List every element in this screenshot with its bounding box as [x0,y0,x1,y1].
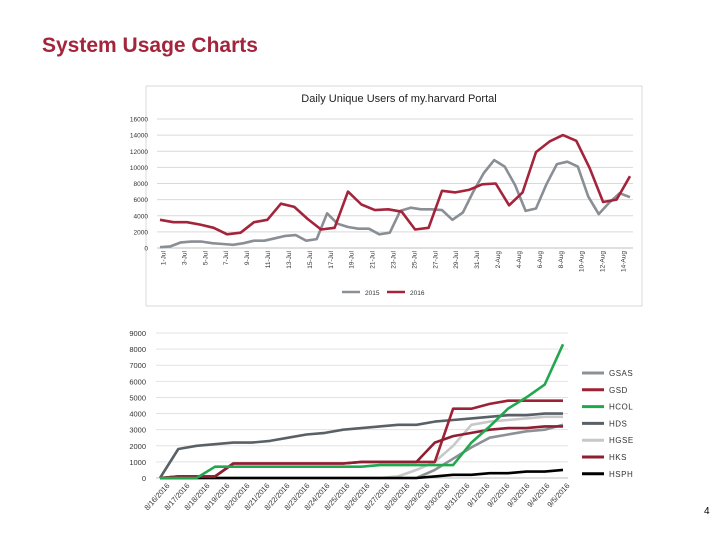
x-tick-label: 14-Aug [621,251,628,272]
y-tick-label: 4000 [129,410,146,419]
y-tick-label: 5000 [129,393,146,402]
x-tick-label: 19-Jul [349,250,356,268]
series-2015-line [159,158,631,249]
chart-title: Daily Unique Users of my.harvard Portal [301,93,496,105]
legend-label-gsd: GSD [609,386,628,395]
y-tick-label: 7000 [129,361,146,370]
x-tick-label: 2-Aug [495,251,502,269]
x-tick-label: 5-Jul [202,250,209,265]
legend-label-hgse: HGSE [609,436,634,445]
series-2016-line [159,133,632,236]
y-tick-label: 9000 [129,329,146,338]
chart-frame [145,85,643,307]
legend-label-gsas: GSAS [609,369,633,378]
x-tick-label: 27-Jul [432,250,439,268]
y-tick-label: 14000 [130,133,148,140]
legend-label-hks: HKS [609,453,627,462]
x-tick-label: 10-Aug [579,251,586,272]
page-number: 4 [704,506,710,517]
x-tick-label: 1-Jul [161,250,168,265]
series-hds-line [158,412,563,479]
y-tick-label: 2000 [134,229,149,236]
y-tick-label: 4000 [134,213,149,220]
series-hcol-line [160,343,565,480]
x-tick-label: 8-Aug [558,251,565,269]
legend-label-hcol: HCOL [609,403,633,412]
legend-label-2016: 2016 [410,290,425,297]
x-tick-label: 13-Jul [286,250,293,268]
slide-title: System Usage Charts [42,34,258,57]
y-tick-label: 2000 [129,442,146,451]
x-tick-label: 3-Jul [181,250,188,265]
y-tick-label: 12000 [130,149,148,156]
legend-label-hds: HDS [609,419,627,428]
series-gsas-line [160,423,564,480]
x-tick-label: 11-Jul [265,250,272,268]
y-tick-label: 0 [144,246,148,253]
y-tick-label: 8000 [129,345,146,354]
legend-label-2015: 2015 [365,290,380,297]
series-hgse-line [160,415,563,480]
x-tick-label: 25-Jul [411,250,418,268]
y-tick-label: 8000 [134,181,149,188]
y-tick-label: 6000 [134,197,149,204]
x-tick-label: 29-Jul [453,250,460,268]
x-tick-label: 15-Jul [307,250,314,268]
x-tick-label: 12-Aug [600,251,607,272]
x-tick-label: 17-Jul [328,250,335,268]
y-tick-label: 0 [142,474,146,483]
series-hsph-line [160,468,564,480]
y-tick-label: 3000 [129,426,146,435]
x-tick-label: 31-Jul [474,250,481,268]
x-tick-label: 4-Aug [516,251,523,269]
x-tick-label: 7-Jul [223,250,230,265]
legend-label-hsph: HSPH [609,470,633,479]
y-tick-label: 6000 [129,377,146,386]
y-tick-label: 1000 [129,458,146,467]
y-tick-label: 16000 [130,117,148,124]
x-tick-label: 23-Jul [391,250,398,268]
y-tick-label: 10000 [130,165,148,172]
x-tick-label: 6-Aug [537,251,544,269]
x-tick-label: 9-Jul [244,250,251,265]
x-tick-label: 21-Jul [370,250,377,268]
